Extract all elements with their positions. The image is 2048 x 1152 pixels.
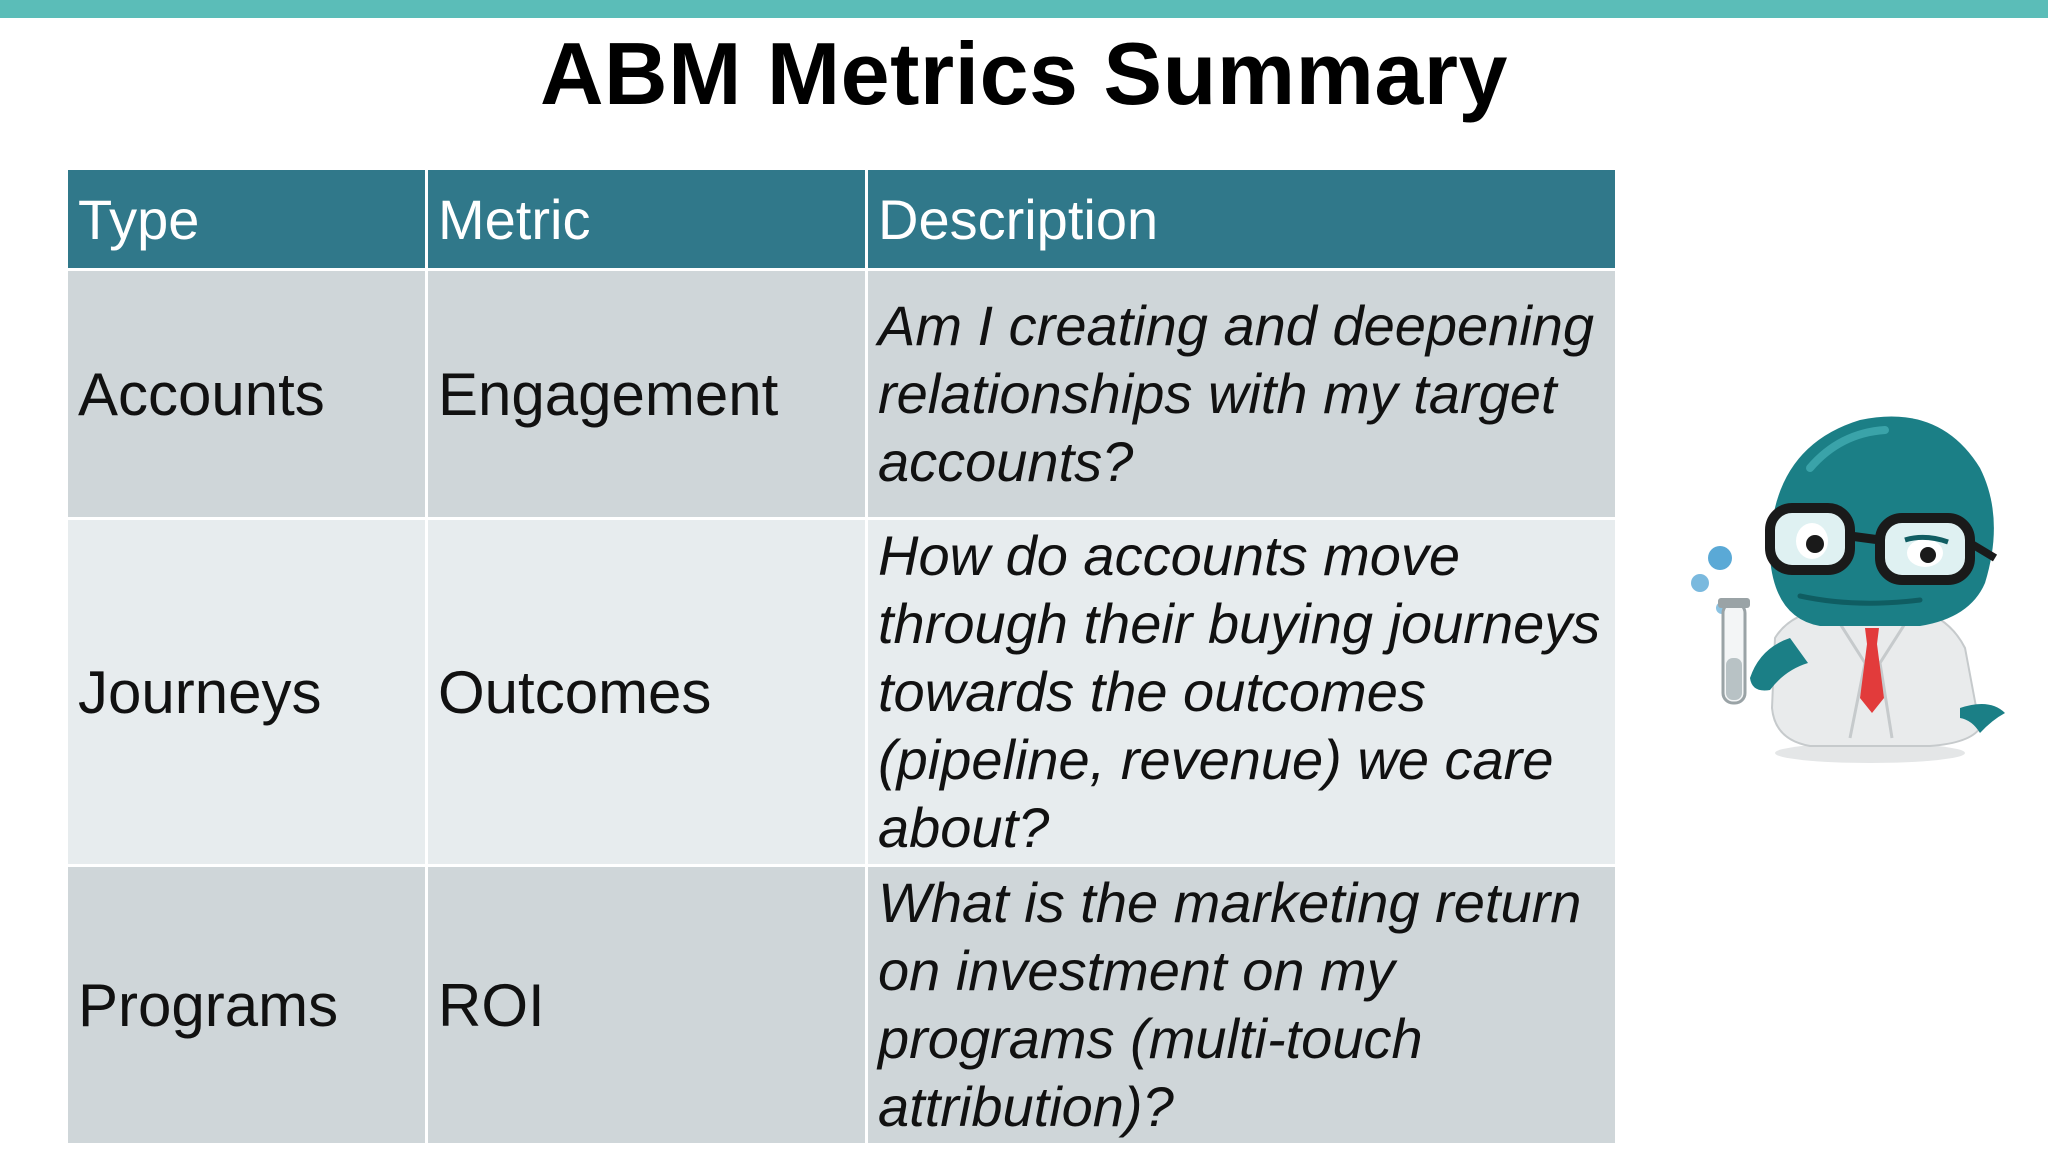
table-row: Programs ROI What is the marketing retur…	[65, 864, 1618, 1146]
cell-metric: Outcomes	[425, 517, 868, 867]
table-row: Accounts Engagement Am I creating and de…	[65, 268, 1618, 520]
slide-title: ABM Metrics Summary	[539, 24, 1508, 123]
metrics-table: Type Metric Description Accounts Engagem…	[65, 167, 1618, 1146]
cell-type: Journeys	[65, 517, 428, 867]
table-row: Journeys Outcomes How do accounts move t…	[65, 517, 1618, 867]
header-type: Type	[65, 167, 428, 271]
cell-type: Programs	[65, 864, 428, 1146]
cell-type: Accounts	[65, 268, 428, 520]
scientist-mascot-icon	[1691, 416, 2005, 763]
cell-description: How do accounts move through their buyin…	[865, 517, 1618, 867]
header-metric: Metric	[425, 167, 868, 271]
table-header-row: Type Metric Description	[65, 167, 1618, 271]
cell-description: Am I creating and deepening relationship…	[865, 268, 1618, 520]
cell-metric: ROI	[425, 864, 868, 1146]
cell-description: What is the marketing return on investme…	[865, 864, 1618, 1146]
top-accent-bar	[0, 0, 2048, 18]
header-description: Description	[865, 167, 1618, 271]
cell-metric: Engagement	[425, 268, 868, 520]
